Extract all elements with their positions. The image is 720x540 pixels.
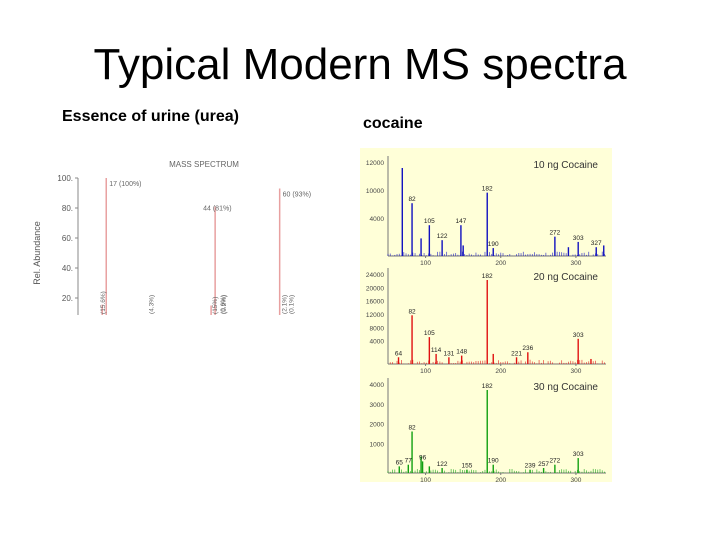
cocaine-peak-label: 114	[431, 347, 442, 354]
cocaine-peak-label: 82	[408, 196, 416, 203]
cocaine-peak-label: 236	[522, 345, 533, 352]
cocaine-peak-label: 122	[437, 461, 448, 468]
cocaine-peak-label: 82	[408, 308, 416, 315]
cocaine-x-tick-label: 200	[495, 368, 506, 375]
cocaine-x-tick-label: 100	[420, 368, 431, 375]
urea-y-tick-label: 80.	[62, 204, 73, 213]
cocaine-y-tick-label: 10000	[366, 188, 384, 195]
cocaine-peak-label: 221	[511, 350, 522, 357]
urea-y-tick-label: 100.	[57, 174, 73, 183]
cocaine-peak-label: 105	[424, 330, 435, 337]
urea-peak-label: 16 (15.6%)	[100, 291, 107, 315]
cocaine-peak-label: 77	[405, 458, 413, 465]
urea-peak-label: 62 (0.1%)	[289, 295, 296, 315]
cocaine-y-tick-label: 3000	[370, 402, 385, 409]
cocaine-peak-label: 148	[456, 349, 467, 356]
cocaine-peak-label: 182	[482, 186, 493, 193]
cocaine-y-tick-label: 16000	[366, 299, 384, 306]
cocaine-peak-label: 239	[525, 463, 536, 470]
cocaine-x-tick-label: 200	[495, 260, 506, 267]
cocaine-peak-label: 272	[549, 230, 560, 237]
cocaine-peak-label: 272	[549, 458, 560, 465]
urea-caption: Essence of urine (urea)	[62, 108, 239, 125]
cocaine-peak-label: 182	[482, 273, 493, 280]
urea-y-axis-label: Rel. Abundance	[32, 221, 42, 285]
cocaine-y-tick-label: 20000	[366, 285, 384, 292]
cocaine-peak-label: 82	[408, 425, 416, 432]
cocaine-x-tick-label: 300	[571, 260, 582, 267]
urea-peak-label: 46 (0.2%)	[221, 295, 228, 315]
urea-y-tick-label: 40.	[62, 264, 73, 273]
urea-mass-spectrum-chart: MASS SPECTRUM0.20.40.60.80.100.10.20.30.…	[32, 160, 311, 315]
cocaine-panel-background	[360, 148, 612, 482]
urea-peak-label: 44 (81%)	[203, 206, 231, 213]
cocaine-peak-label: 147	[455, 218, 466, 225]
cocaine-peak-label: 327	[591, 240, 602, 247]
cocaine-y-tick-label: 2000	[370, 422, 385, 429]
cocaine-peak-label: 122	[437, 233, 448, 240]
cocaine-peak-label: 96	[419, 454, 427, 461]
cocaine-mass-spectra-chart: 10 ng Cocaine 12000 10000 4000 100 200 300 82 10…	[360, 148, 612, 482]
cocaine-peak-label: 303	[573, 451, 584, 458]
slide-title: Typical Modern MS spectra	[93, 40, 627, 89]
cocaine-peak-label: 155	[462, 463, 473, 470]
cocaine-peak-label: 131	[443, 350, 454, 357]
urea-peak-label: 43 (15%)	[212, 297, 219, 315]
cocaine-panel-title: 20 ng Cocaine	[534, 272, 599, 283]
urea-chart-title: MASS SPECTRUM	[169, 160, 239, 169]
cocaine-y-tick-label: 8000	[370, 325, 385, 332]
urea-y-tick-label: 60.	[62, 234, 73, 243]
cocaine-caption: cocaine	[363, 115, 423, 132]
cocaine-panel-title: 30 ng Cocaine	[534, 382, 599, 393]
cocaine-x-tick-label: 300	[571, 368, 582, 375]
cocaine-x-tick-label: 300	[571, 477, 582, 482]
urea-y-tick-label: 20.	[62, 294, 73, 303]
cocaine-peak-label: 64	[395, 350, 403, 357]
cocaine-peak-label: 190	[488, 241, 499, 248]
urea-peak-label: 60 (93%)	[283, 192, 311, 199]
cocaine-peak-label: 303	[573, 332, 584, 339]
cocaine-y-tick-label: 12000	[366, 312, 384, 319]
cocaine-x-tick-label: 200	[495, 477, 506, 482]
urea-peak-label: 45 (0.6%)	[220, 295, 227, 315]
cocaine-peak-label: 182	[482, 383, 493, 390]
cocaine-peak-label: 105	[424, 218, 435, 225]
urea-peak-label: 61 (2.1%)	[282, 295, 289, 315]
cocaine-peak-label: 257	[538, 461, 549, 468]
cocaine-panel-title: 10 ng Cocaine	[534, 160, 599, 171]
cocaine-x-tick-label: 100	[420, 477, 431, 482]
cocaine-x-tick-label: 100	[420, 260, 431, 267]
urea-peak-label: 28 (4.3%)	[149, 295, 156, 315]
cocaine-y-tick-label: 12000	[366, 160, 384, 167]
cocaine-peak-label: 65	[396, 459, 404, 466]
cocaine-peak-label: 190	[488, 458, 499, 465]
cocaine-y-tick-label: 24000	[366, 272, 384, 279]
cocaine-y-tick-label: 4000	[370, 339, 385, 346]
cocaine-y-tick-label: 4000	[370, 216, 385, 223]
cocaine-peak-label: 303	[573, 235, 584, 242]
urea-peak-label: 17 (100%)	[109, 181, 141, 188]
cocaine-y-tick-label: 1000	[370, 441, 385, 448]
cocaine-y-tick-label: 4000	[370, 382, 385, 389]
